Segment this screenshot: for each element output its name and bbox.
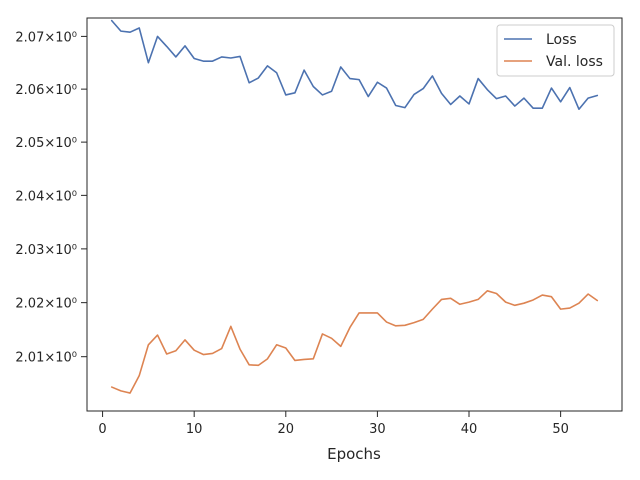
x-axis-label: Epochs xyxy=(327,445,381,463)
series-layer xyxy=(110,19,599,394)
x-tick-label: 20 xyxy=(278,422,295,437)
x-tick-label: 50 xyxy=(552,422,569,437)
y-tick-label: 2.03×10⁰ xyxy=(15,243,77,258)
y-tick-label: 2.05×10⁰ xyxy=(15,136,77,151)
legend-label: Val. loss xyxy=(546,54,603,70)
x-tick-label: 0 xyxy=(98,422,106,437)
legend-label: Loss xyxy=(546,32,577,48)
x-tick-label: 30 xyxy=(369,422,386,437)
legend-box xyxy=(496,24,615,77)
x-tick-label: 40 xyxy=(461,422,478,437)
y-tick-label: 2.07×10⁰ xyxy=(15,30,77,45)
y-axis: 2.01×10⁰ 2.02×10⁰ 2.03×10⁰ 2.04×10⁰ 2.05×10⁰… xyxy=(15,30,87,366)
y-tick-label: 2.04×10⁰ xyxy=(15,189,77,204)
series-line-loss xyxy=(110,19,599,111)
y-tick-label: 2.01×10⁰ xyxy=(15,351,77,366)
plot-area-frame xyxy=(86,17,623,412)
series-line-val-loss xyxy=(110,290,599,394)
x-axis: 0 10 20 30 40 50 xyxy=(98,411,569,437)
y-tick-label: 2.02×10⁰ xyxy=(15,297,77,312)
legend: Loss Val. loss xyxy=(496,24,615,77)
x-tick-label: 10 xyxy=(186,422,203,437)
y-tick-label: 2.06×10⁰ xyxy=(15,83,77,98)
